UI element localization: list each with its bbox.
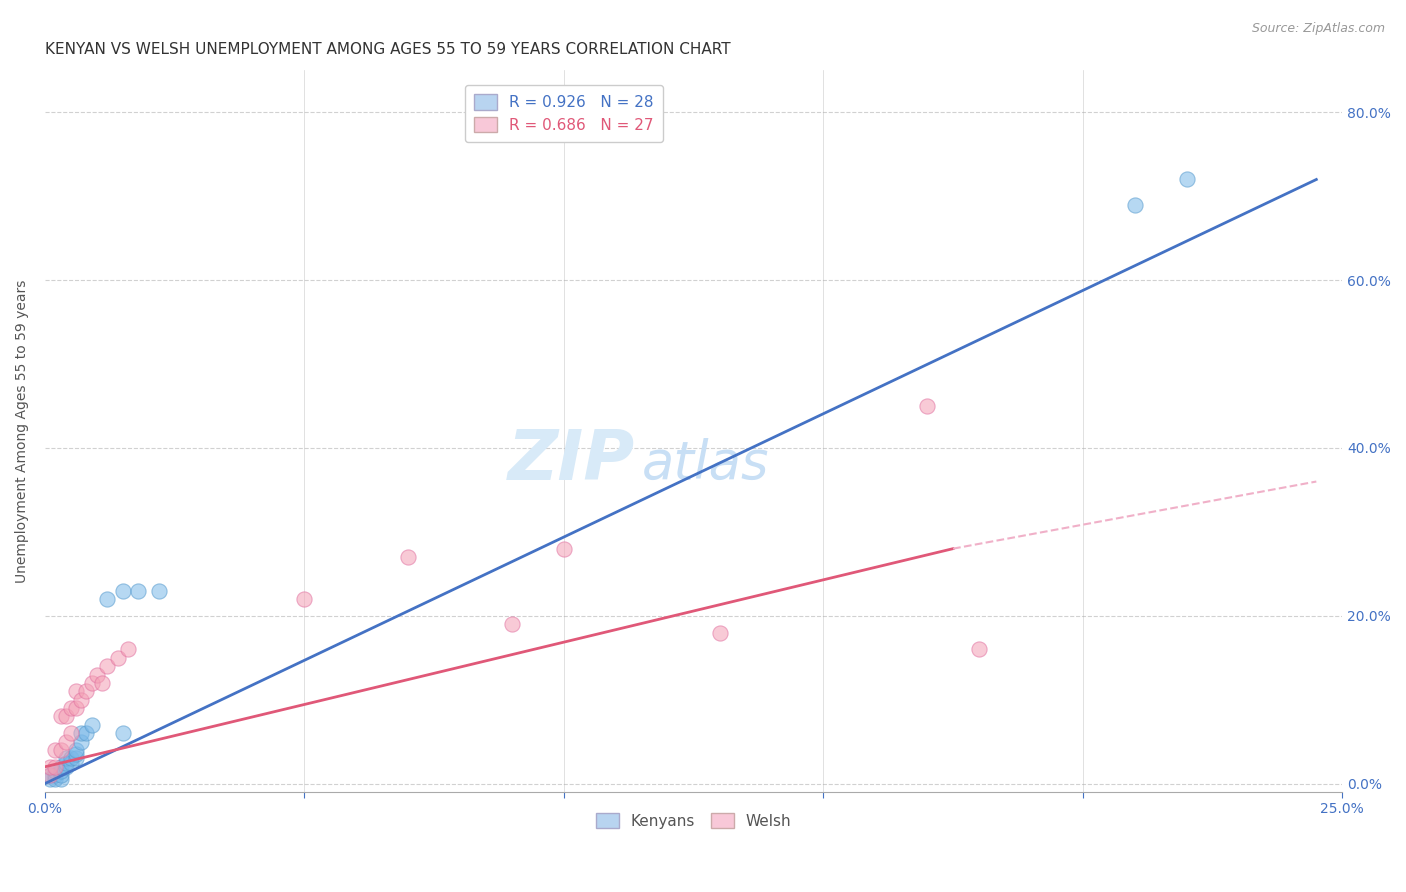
Point xyxy=(59,726,82,740)
Point xyxy=(65,751,87,765)
Point xyxy=(49,709,72,723)
Point xyxy=(553,541,575,556)
Point xyxy=(80,718,103,732)
Point xyxy=(96,659,118,673)
Point xyxy=(76,684,98,698)
Point xyxy=(148,583,170,598)
Point xyxy=(39,768,62,782)
Point xyxy=(65,684,87,698)
Point xyxy=(91,676,114,690)
Point xyxy=(1175,172,1198,186)
Point xyxy=(44,768,66,782)
Point xyxy=(44,760,66,774)
Point xyxy=(111,583,134,598)
Point xyxy=(501,617,523,632)
Y-axis label: Unemployment Among Ages 55 to 59 years: Unemployment Among Ages 55 to 59 years xyxy=(15,279,30,582)
Point xyxy=(49,764,72,778)
Point xyxy=(96,592,118,607)
Point xyxy=(49,743,72,757)
Text: KENYAN VS WELSH UNEMPLOYMENT AMONG AGES 55 TO 59 YEARS CORRELATION CHART: KENYAN VS WELSH UNEMPLOYMENT AMONG AGES … xyxy=(45,42,731,57)
Text: atlas: atlas xyxy=(641,438,769,490)
Point xyxy=(55,760,77,774)
Point xyxy=(44,772,66,787)
Point xyxy=(1123,197,1146,211)
Point xyxy=(107,650,129,665)
Point xyxy=(55,751,77,765)
Text: Source: ZipAtlas.com: Source: ZipAtlas.com xyxy=(1251,22,1385,36)
Point xyxy=(55,756,77,770)
Point xyxy=(70,726,93,740)
Text: ZIP: ZIP xyxy=(508,426,636,493)
Point xyxy=(709,625,731,640)
Point xyxy=(39,772,62,787)
Point xyxy=(86,667,108,681)
Point xyxy=(55,734,77,748)
Point xyxy=(76,726,98,740)
Point xyxy=(39,768,62,782)
Point xyxy=(44,743,66,757)
Point xyxy=(127,583,149,598)
Legend: Kenyans, Welsh: Kenyans, Welsh xyxy=(589,806,797,835)
Point xyxy=(59,756,82,770)
Point xyxy=(967,642,990,657)
Point xyxy=(49,772,72,787)
Point xyxy=(80,676,103,690)
Point xyxy=(65,701,87,715)
Point xyxy=(294,592,316,607)
Point xyxy=(65,743,87,757)
Point xyxy=(117,642,139,657)
Point xyxy=(70,734,93,748)
Point xyxy=(49,760,72,774)
Point xyxy=(44,764,66,778)
Point xyxy=(396,549,419,564)
Point xyxy=(39,760,62,774)
Point xyxy=(49,768,72,782)
Point xyxy=(59,751,82,765)
Point xyxy=(55,709,77,723)
Point xyxy=(915,399,938,413)
Point xyxy=(65,747,87,762)
Point xyxy=(70,692,93,706)
Point xyxy=(59,701,82,715)
Point xyxy=(111,726,134,740)
